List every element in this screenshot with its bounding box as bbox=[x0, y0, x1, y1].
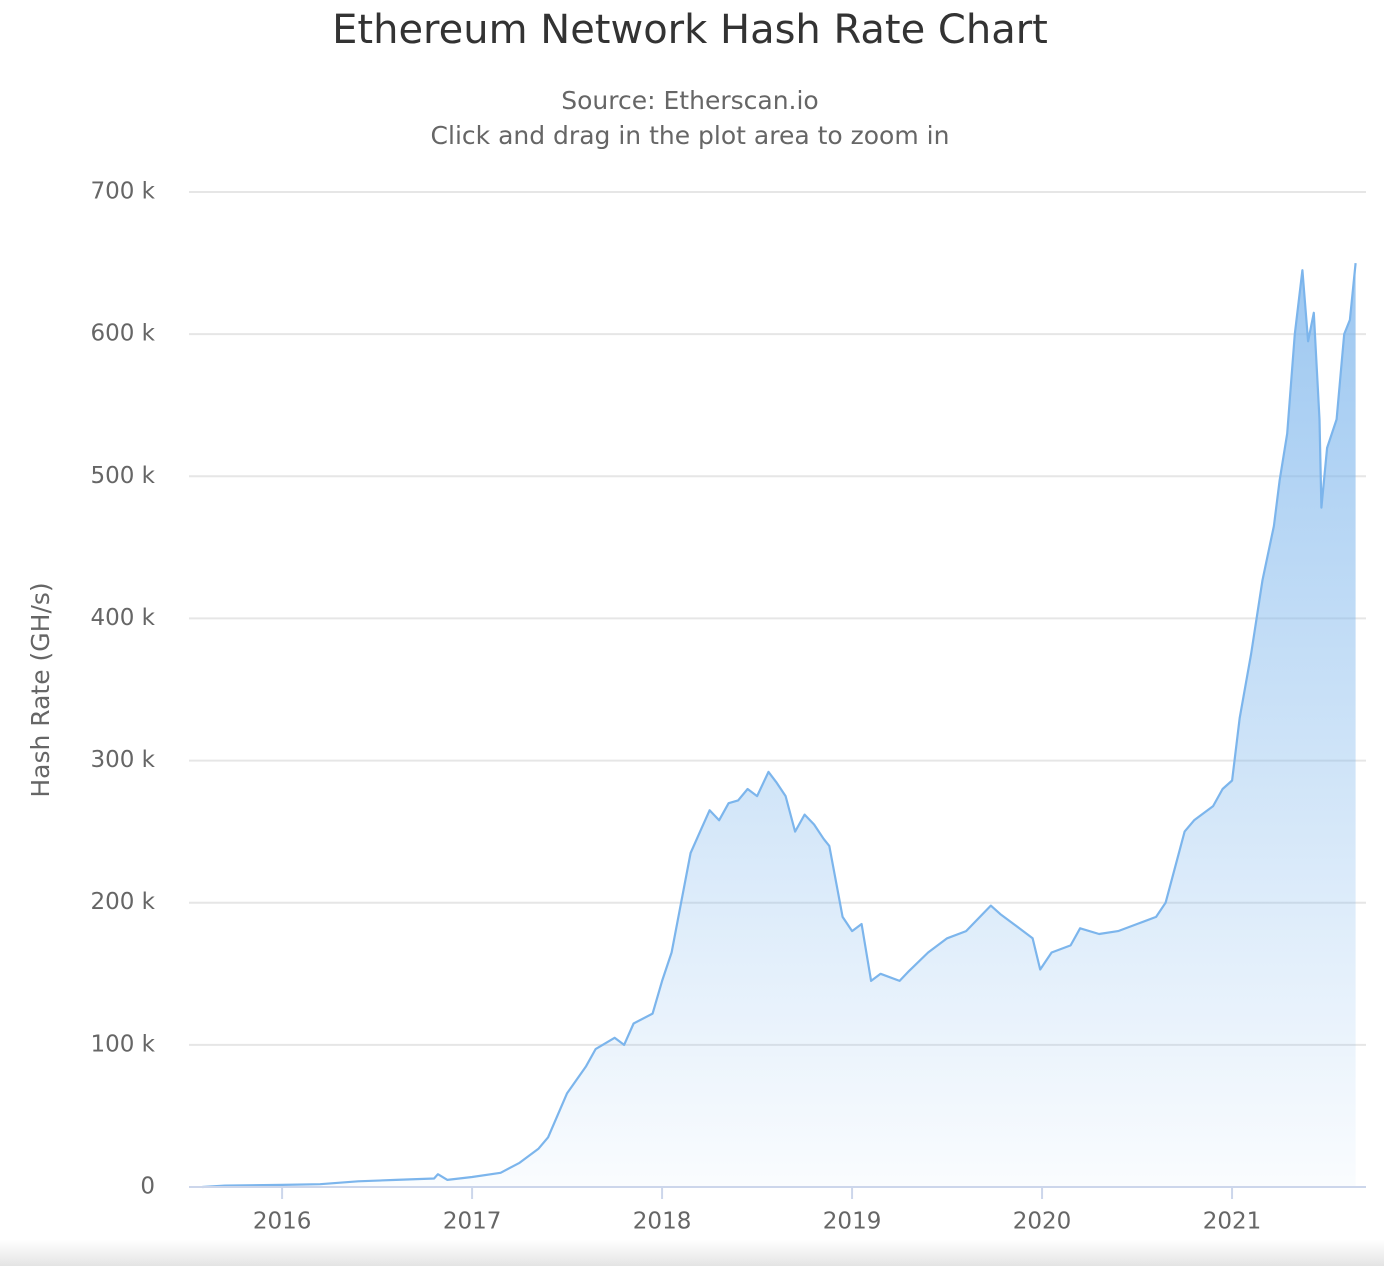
chart-subtitle: Click and drag in the plot area to zoom … bbox=[431, 121, 950, 150]
area-line bbox=[202, 262, 1357, 1189]
x-tick-label: 2018 bbox=[633, 1209, 692, 1235]
x-tick-label: 2021 bbox=[1203, 1209, 1262, 1235]
x-tick-label: 2019 bbox=[823, 1209, 882, 1235]
y-tick-label: 500 k bbox=[90, 463, 155, 489]
x-tick-label: 2017 bbox=[443, 1209, 502, 1235]
footer-shade bbox=[0, 1240, 1384, 1266]
y-tick-label: 0 bbox=[140, 1174, 155, 1200]
y-tick-label: 200 k bbox=[90, 889, 155, 915]
x-tick-label: 2020 bbox=[1013, 1209, 1072, 1235]
chart-title: Ethereum Network Hash Rate Chart bbox=[332, 7, 1048, 53]
y-tick-label: 100 k bbox=[90, 1031, 155, 1057]
y-tick-label: 400 k bbox=[90, 605, 155, 631]
y-axis-title: Hash Rate (GH/s) bbox=[26, 582, 55, 797]
area-fill bbox=[202, 263, 1356, 1188]
y-tick-label: 300 k bbox=[90, 747, 155, 773]
chart-subtitle: Source: Etherscan.io bbox=[561, 86, 818, 115]
y-tick-label: 600 k bbox=[90, 321, 155, 347]
y-tick-label: 700 k bbox=[90, 179, 155, 205]
x-tick-label: 2016 bbox=[253, 1209, 312, 1235]
